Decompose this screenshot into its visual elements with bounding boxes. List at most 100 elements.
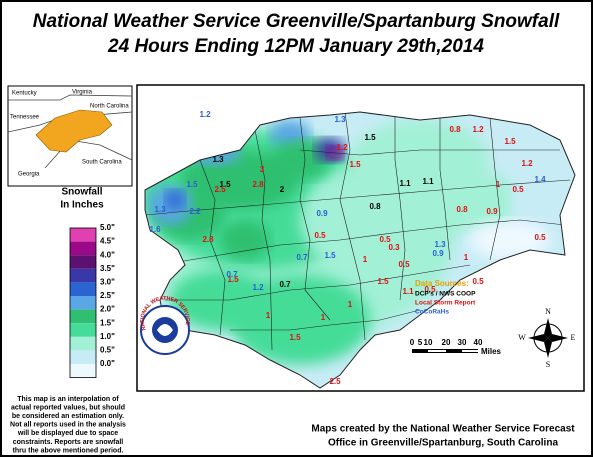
field-blob (220, 220, 270, 260)
observation: 0.5 (398, 260, 410, 269)
legend: 5.0" 4.5" 4.0" 3.5" 3.0" 2.5" 2.0" 1.5" 1.0" 0.5"… (69, 223, 115, 379)
observation: 1.2 (472, 125, 484, 134)
source-item: Local Storm Report (415, 300, 476, 307)
legend-swatch (70, 350, 96, 364)
observation: 1 (266, 311, 271, 320)
observation: 2.5 (329, 377, 341, 386)
legend-swatch (70, 255, 96, 269)
scale-rect (462, 350, 478, 352)
title-line: National Weather Service Greenville/Spar… (33, 11, 560, 32)
observation: 1.5 (289, 333, 301, 342)
observation: 0.5 (534, 233, 546, 242)
observation: 0.9 (316, 209, 328, 218)
observation: 1.2 (336, 143, 348, 152)
scale-label: 20 (442, 338, 451, 347)
inset-label: Kentucky (12, 91, 37, 97)
compass-letter: S (546, 360, 550, 369)
legend-label: 0.0" (100, 359, 115, 368)
observation: 0.8 (456, 205, 468, 214)
source-item: CoCoRaHs (415, 309, 449, 316)
observation: 2.8 (252, 180, 264, 189)
disclaimer-line: actual reported values, but should (11, 404, 125, 411)
observation: 2.8 (202, 235, 214, 244)
field-blob (510, 175, 570, 225)
observation: 1.2 (252, 283, 264, 292)
legend-swatch (70, 336, 96, 351)
legend-border (69, 227, 97, 379)
legend-label: 1.0" (100, 332, 115, 341)
observation: 0.5 (314, 231, 326, 240)
observation: 1.2 (199, 110, 211, 119)
observation: 1 (321, 313, 326, 322)
observation: 1 (464, 253, 469, 262)
compass-letter: N (545, 307, 551, 316)
observation: 1.3 (334, 115, 346, 124)
scale-unit: Miles (481, 347, 502, 356)
source-item: DCP's / NWS COOP (415, 291, 476, 298)
legend-title: In Inches (60, 200, 104, 211)
legend-swatch (70, 241, 96, 256)
observation: 1.3 (434, 240, 446, 249)
legend-label: 0.5" (100, 346, 115, 355)
observation: 1.5 (504, 137, 516, 146)
inset-label: North Carolina (90, 104, 129, 110)
observation: 1.5 (377, 277, 389, 286)
observation: 0.5 (472, 277, 484, 286)
legend-label: 3.5" (100, 264, 115, 273)
observation: 3 (260, 165, 265, 174)
title-line: 24 Hours Ending 12PM January 29th,2014 (107, 36, 484, 57)
observation: 1.1 (422, 177, 434, 186)
observation: 1 (363, 255, 368, 264)
observation: 1.5 (186, 180, 198, 189)
legend-label: 2.5" (100, 291, 115, 300)
field-blob (165, 190, 185, 210)
scale-label: 10 (424, 338, 433, 347)
legend-swatch (70, 309, 96, 324)
scale-label: 0 (410, 338, 415, 347)
credit-line: Office in Greenville/Spartanburg, South … (328, 438, 558, 449)
legend-label: 3.0" (100, 278, 115, 287)
compass: N E S W (518, 307, 575, 369)
field-blob (420, 170, 520, 230)
legend-swatch (70, 282, 96, 296)
disclaimer-line: will be displayed due to space (17, 430, 118, 437)
legend-label: 4.0" (100, 250, 115, 259)
county-lines (145, 112, 571, 351)
observation: 1.6 (149, 225, 161, 234)
observation: 0.8 (449, 125, 461, 134)
region-outline (144, 111, 576, 389)
observation: 1.3 (154, 205, 166, 214)
legend-label: 5.0" (100, 223, 115, 232)
credit-line: Maps created by the National Weather Ser… (311, 424, 575, 435)
disclaimer-line: thru the above mentioned period. (13, 447, 124, 454)
observation: 1.5 (349, 160, 361, 169)
observation: 0.9 (486, 207, 498, 216)
observation: 0.5 (424, 285, 436, 294)
observation: 2 (280, 185, 285, 194)
observation: 1.4 (534, 175, 546, 184)
inset-label: South Carolina (82, 160, 122, 166)
legend-swatch (70, 296, 96, 310)
observation: 1.3 (212, 155, 224, 164)
scale-label: 30 (458, 338, 467, 347)
observation: 2.5 (214, 185, 226, 194)
inset-map: Kentucky Virginia North Carolina Tennessee G… (7, 90, 133, 178)
legend-swatch (70, 228, 96, 242)
legend-swatch (70, 364, 96, 378)
observation: 1.2 (521, 159, 533, 168)
compass-letter: W (518, 333, 526, 342)
observation: 0.7 (279, 280, 291, 289)
observation: 1 (496, 180, 501, 189)
legend-label: 4.5" (100, 237, 115, 246)
observation: 1.5 (227, 275, 239, 284)
scale-label: 40 (474, 338, 483, 347)
legend-label: 2.0" (100, 305, 115, 314)
observation: 1.1 (402, 287, 414, 296)
scale-label: 5 (418, 338, 423, 347)
inset-label: Tennessee (10, 115, 40, 121)
observation: 1.1 (399, 179, 411, 188)
inset-label: Georgia (18, 172, 40, 178)
